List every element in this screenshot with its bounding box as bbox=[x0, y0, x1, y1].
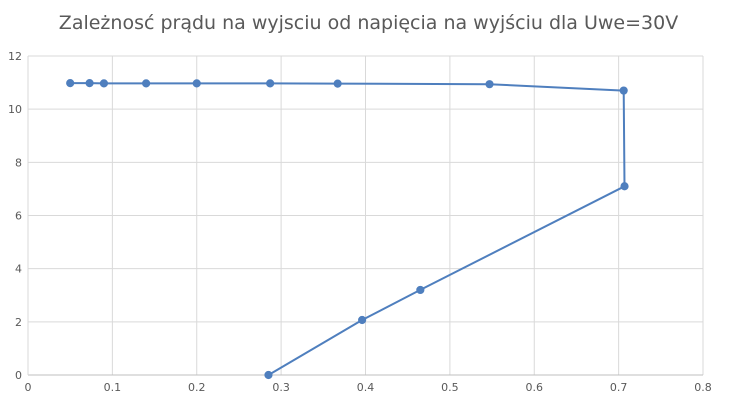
x-tick-label: 0 bbox=[25, 381, 32, 394]
data-point bbox=[619, 86, 628, 95]
x-tick-label: 0.7 bbox=[610, 381, 628, 394]
x-tick-label: 0.4 bbox=[357, 381, 375, 394]
data-point bbox=[416, 285, 425, 295]
x-tick-label: 0.3 bbox=[272, 381, 290, 394]
x-tick-label: 0.6 bbox=[526, 381, 544, 394]
y-tick-label: 4 bbox=[15, 263, 22, 276]
y-tick-label: 10 bbox=[8, 103, 22, 116]
y-tick-label: 6 bbox=[15, 210, 22, 223]
y-tick-label: 0 bbox=[15, 369, 22, 382]
y-tick-label: 2 bbox=[15, 316, 22, 329]
data-point bbox=[142, 79, 151, 88]
x-tick-label: 0.2 bbox=[188, 381, 206, 394]
data-point bbox=[266, 79, 275, 88]
chart-title: Zależnosć prądu na wyjsciu od napięcia n… bbox=[58, 12, 679, 34]
data-point bbox=[66, 79, 75, 88]
data-point bbox=[85, 79, 94, 88]
y-tick-label: 12 bbox=[8, 50, 22, 63]
tick-labels: 0 2 4 6 8 10 12 0 0.1 0.2 0.3 0.4 0.5 0.6 0.7 0.8 bbox=[8, 50, 712, 394]
x-tick-label: 0.1 bbox=[104, 381, 122, 394]
y-tick-label: 8 bbox=[15, 156, 22, 169]
data-point bbox=[264, 370, 273, 380]
grid bbox=[27, 55, 704, 376]
axes bbox=[27, 56, 703, 376]
data-point bbox=[620, 182, 629, 191]
x-tick-label: 0.8 bbox=[694, 381, 712, 394]
series-layer bbox=[66, 79, 629, 380]
data-point bbox=[358, 315, 367, 325]
x-tick-label: 0.5 bbox=[441, 381, 459, 394]
data-point bbox=[485, 80, 494, 89]
data-point bbox=[192, 79, 201, 88]
series-line bbox=[70, 82, 626, 376]
data-point bbox=[99, 79, 109, 88]
data-point bbox=[333, 79, 342, 88]
